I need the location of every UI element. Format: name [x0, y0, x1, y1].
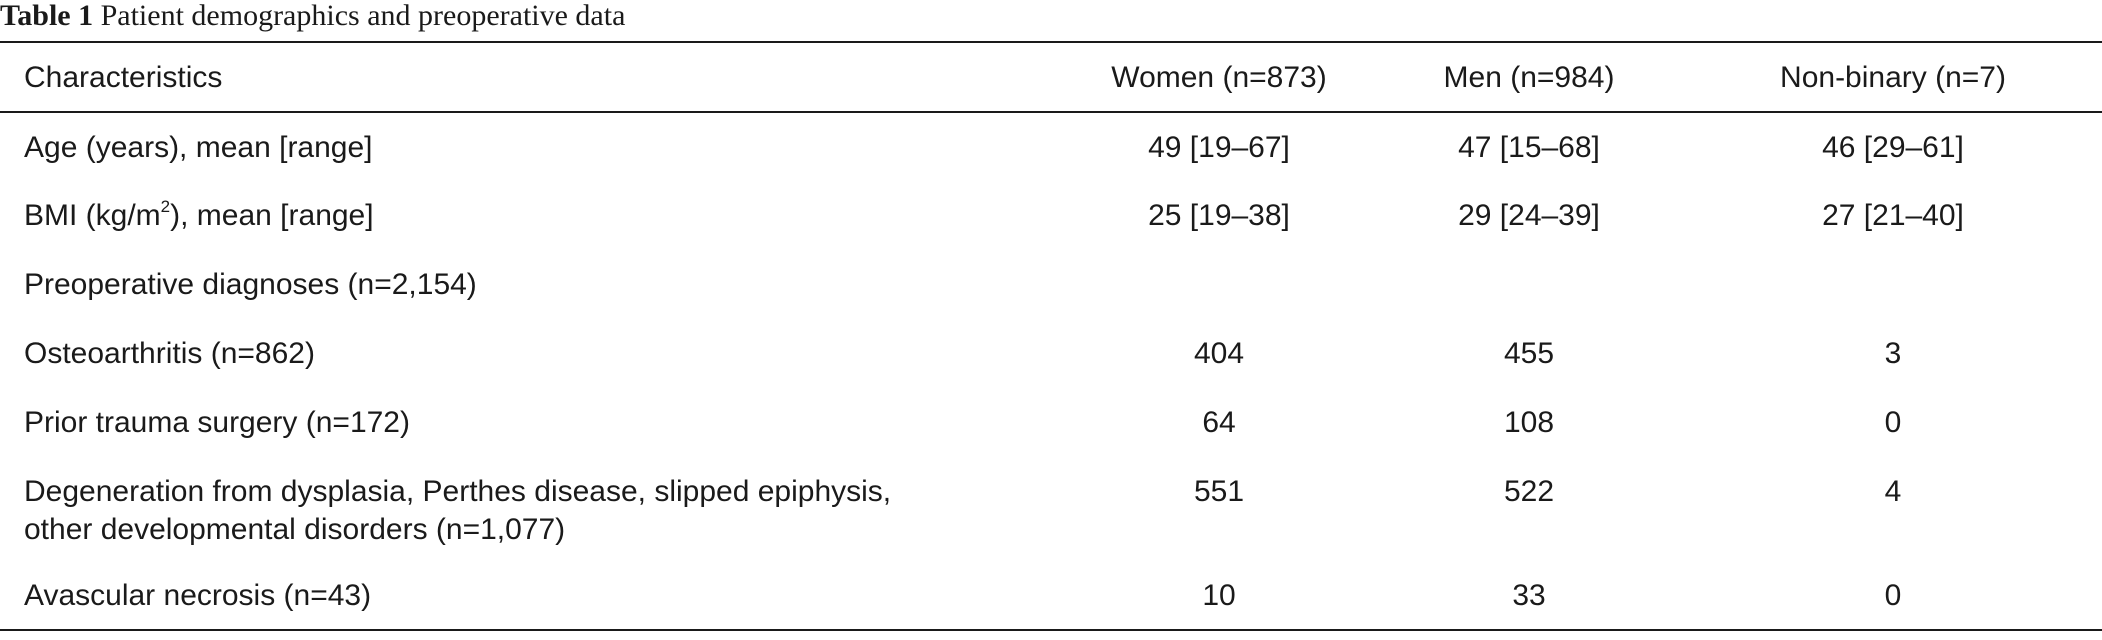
cell-men [1374, 250, 1684, 319]
cell-men: 29 [24–39] [1458, 199, 1600, 232]
table-caption-text: Patient demographics and preoperative da… [100, 0, 626, 32]
table-row-age: Age (years), mean [range] 49 [19–67] 47 … [0, 112, 2102, 181]
cell-nonbinary: 0 [1884, 406, 1902, 439]
row-label-superscript: 2 [160, 197, 171, 216]
cell-men: 47 [15–68] [1458, 131, 1600, 164]
row-label: Age (years), mean [range] [24, 131, 373, 164]
row-label: Avascular necrosis (n=43) [0, 561, 1064, 631]
cell-women: 404 [1193, 337, 1245, 370]
table-row-osteoarthritis: Osteoarthritis (n=862) 404 455 3 [0, 319, 2102, 388]
cell-nonbinary: 3 [1884, 337, 1902, 370]
cell-women: 25 [19–38] [1148, 199, 1290, 232]
table-row-avascular: Avascular necrosis (n=43) 10 33 0 [0, 561, 2102, 631]
table-body: Age (years), mean [range] 49 [19–67] 47 … [0, 112, 2102, 631]
cell-women: 551 [1193, 475, 1245, 508]
row-label-line: other developmental disorders (n=1,077) [24, 513, 566, 546]
header-characteristics: Characteristics [0, 41, 1064, 113]
cell-women: 64 [1202, 406, 1236, 439]
table-row-trauma: Prior trauma surgery (n=172) 64 108 0 [0, 388, 2102, 457]
cell-nonbinary: 27 [21–40] [1822, 199, 1964, 232]
row-label: Preoperative diagnoses (n=2,154) [24, 268, 477, 301]
table-row-degeneration: Degeneration from dysplasia, Perthes dis… [0, 457, 2102, 561]
cell-women [1064, 250, 1374, 319]
row-label-part: ), mean [range] [170, 199, 374, 232]
cell-men: 33 [1374, 561, 1684, 631]
cell-men: 108 [1503, 406, 1555, 439]
table-row-bmi: BMI (kg/m2), mean [range] 25 [19–38] 29 … [0, 181, 2102, 250]
table-caption: Table 1 Patient demographics and preoper… [0, 0, 625, 40]
table-row-diagnoses-heading: Preoperative diagnoses (n=2,154) [0, 250, 2102, 319]
cell-women: 49 [19–67] [1148, 131, 1290, 164]
row-label: Prior trauma surgery (n=172) [24, 406, 410, 439]
cell-men: 522 [1503, 475, 1555, 508]
demographics-table: Characteristics Women (n=873) Men (n=984… [0, 41, 2102, 631]
row-label-part: BMI (kg/m [24, 199, 161, 232]
row-label: Osteoarthritis (n=862) [24, 337, 315, 370]
header-men: Men (n=984) [1374, 41, 1684, 113]
cell-nonbinary: 46 [29–61] [1822, 131, 1964, 164]
table-header: Characteristics Women (n=873) Men (n=984… [0, 41, 2102, 113]
row-label-line: Degeneration from dysplasia, Perthes dis… [24, 475, 892, 508]
header-row: Characteristics Women (n=873) Men (n=984… [0, 41, 2102, 113]
table-caption-label: Table 1 [0, 0, 94, 32]
cell-nonbinary: 0 [1684, 561, 2102, 631]
row-label: BMI (kg/m2), mean [range] [0, 181, 1064, 250]
cell-nonbinary: 4 [1884, 475, 1902, 508]
cell-men: 455 [1503, 337, 1555, 370]
header-nonbinary: Non-binary (n=7) [1684, 41, 2102, 113]
row-label: Degeneration from dysplasia, Perthes dis… [0, 457, 1064, 561]
cell-nonbinary [1684, 250, 2102, 319]
cell-women: 10 [1064, 561, 1374, 631]
header-women: Women (n=873) [1064, 41, 1374, 113]
